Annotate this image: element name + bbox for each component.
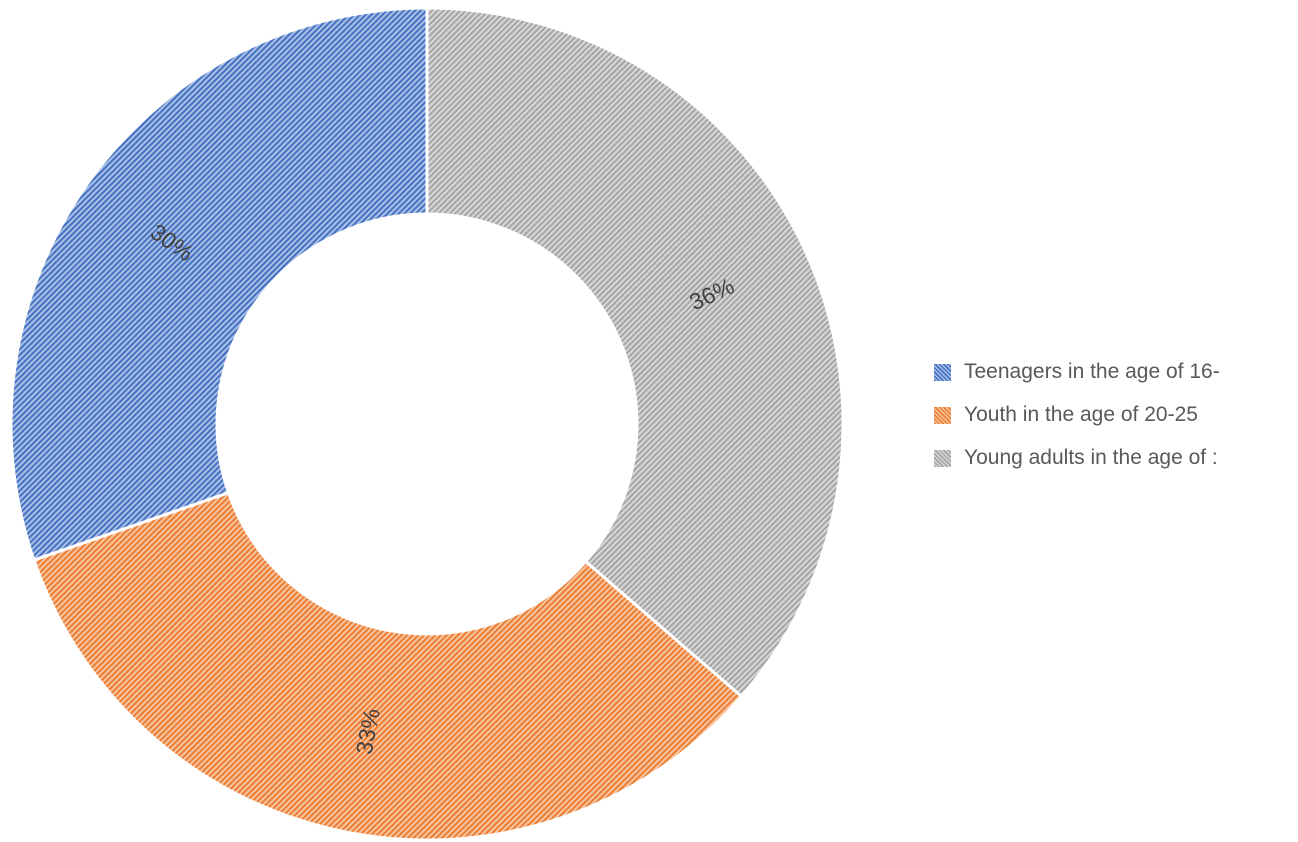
legend-swatch-youth: [934, 406, 951, 424]
legend-item-teenagers: Teenagers in the age of 16-: [934, 352, 1298, 392]
legend-label-young-adults: Young adults in the age of :: [964, 446, 1218, 469]
legend: Teenagers in the age of 16- Youth in the…: [934, 352, 1298, 481]
slice-teenagers: [9, 6, 429, 562]
slice-youth: [31, 490, 744, 842]
legend-swatch-young-adults: [934, 449, 951, 467]
legend-item-young-adults: Young adults in the age of :: [934, 438, 1298, 478]
slice-young-adults: [425, 6, 845, 699]
legend-label-teenagers: Teenagers in the age of 16-: [964, 360, 1220, 383]
legend-label-youth: Youth in the age of 20-25: [964, 403, 1198, 426]
legend-item-youth: Youth in the age of 20-25: [934, 395, 1298, 435]
legend-swatch-teenagers: [934, 363, 951, 381]
